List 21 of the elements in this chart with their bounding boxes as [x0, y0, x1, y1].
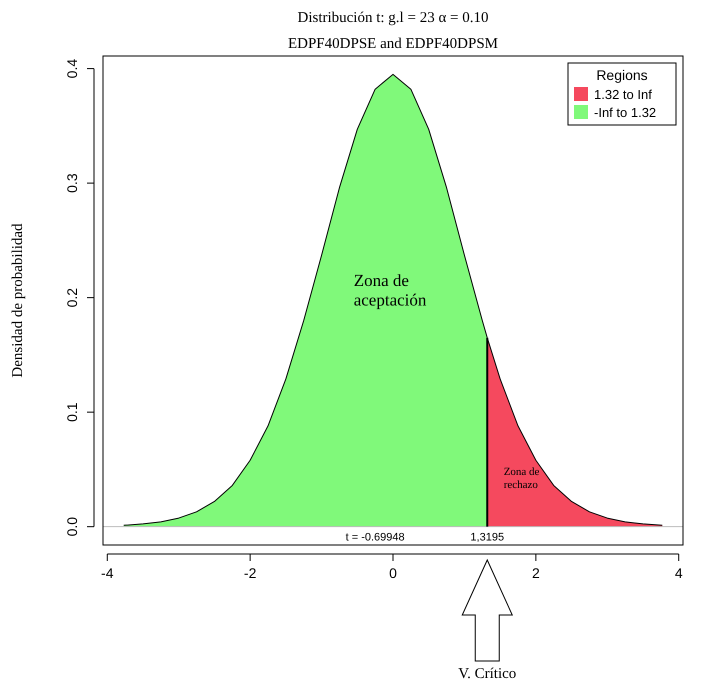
- x-tick-label: -2: [244, 565, 257, 581]
- annotation: t = -0.69948: [346, 532, 405, 544]
- x-tick-label: 2: [532, 565, 540, 581]
- y-tick-label: 0.0: [64, 516, 80, 536]
- annotation: Zona de rechazo: [504, 466, 540, 491]
- ref-line-label: 1,3195: [470, 532, 504, 544]
- y-tick-label: 0.1: [64, 402, 80, 422]
- x-tick-label: 4: [674, 565, 683, 581]
- legend-title: Regions: [596, 67, 648, 83]
- annotation: Zona de aceptación: [354, 271, 427, 310]
- y-axis-title: Densidad de probabilidad: [10, 222, 26, 378]
- x-tick-label: -4: [101, 565, 114, 581]
- y-tick-label: 0.2: [64, 288, 80, 308]
- text: V. Crítico: [458, 666, 516, 682]
- chart-subtitle: EDPF40DPSE and EDPF40DPSM: [288, 36, 498, 52]
- y-tick-label: 0.4: [64, 58, 80, 78]
- legend-label: -Inf to 1.32: [594, 105, 656, 120]
- x-tick-label: 0: [389, 565, 398, 581]
- legend-label: 1.32 to Inf: [594, 87, 652, 102]
- y-tick-label: 0.3: [64, 173, 80, 193]
- chart-title: Distribución t: g.l = 23 α = 0.10: [297, 10, 489, 26]
